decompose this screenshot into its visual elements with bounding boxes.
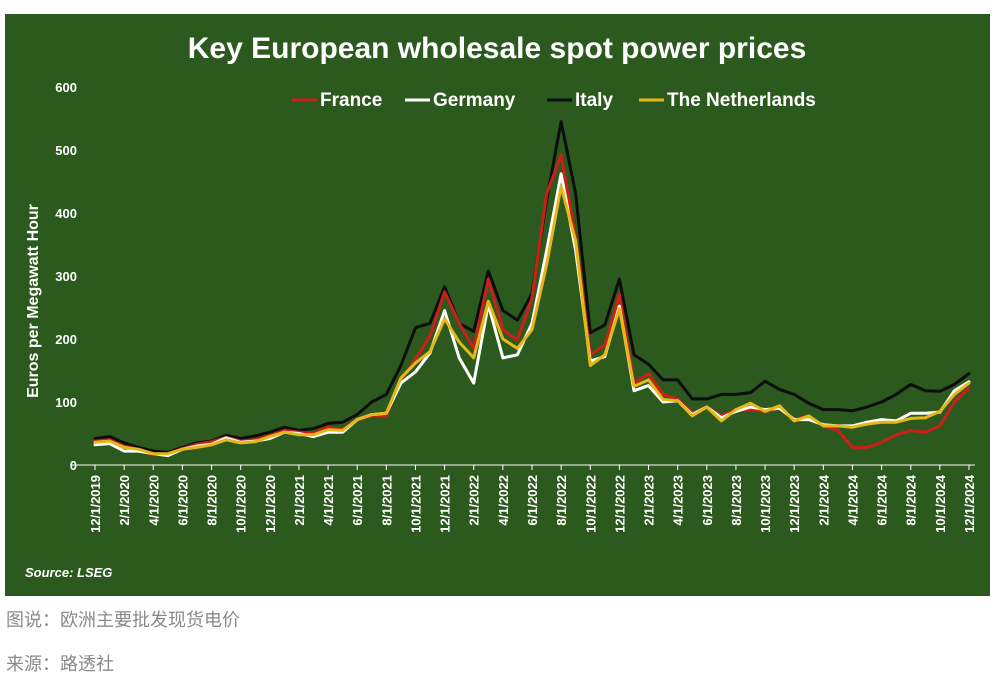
legend-label: Germany — [433, 90, 516, 111]
x-tick-label: 12/1/2022 — [612, 475, 627, 533]
x-tick-label: 2/1/2024 — [816, 474, 831, 525]
x-tick-label: 8/1/2020 — [205, 475, 220, 526]
x-tick-label: 10/1/2023 — [758, 475, 773, 533]
y-axis-label: Euros per Megawatt Hour — [25, 204, 42, 398]
x-tick-label: 10/1/2020 — [234, 475, 249, 533]
series-lines — [93, 120, 971, 458]
series-line-italy — [93, 120, 971, 454]
x-tick-label: 6/1/2023 — [700, 475, 715, 526]
x-tick-label: 4/1/2020 — [146, 475, 161, 526]
x-tick-label: 6/1/2022 — [525, 475, 540, 526]
y-tick-label: 200 — [55, 332, 77, 347]
x-tick-label: 6/1/2024 — [875, 474, 890, 525]
x-tick-label: 8/1/2022 — [554, 475, 569, 526]
chart-title: Key European wholesale spot power prices — [188, 32, 807, 65]
x-axis-ticks: 12/1/2019 2/1/2020 4/1/2020 6/1/2020 8/1/202… — [88, 465, 977, 533]
series-line-germany — [93, 172, 971, 458]
chart-canvas: Key European wholesale spot power prices… — [25, 32, 977, 580]
y-tick-label: 600 — [55, 80, 77, 95]
y-tick-label: 300 — [55, 269, 77, 284]
x-tick-label: 2/1/2023 — [642, 475, 657, 526]
legend-label: The Netherlands — [667, 90, 816, 111]
x-tick-label: 12/1/2023 — [787, 475, 802, 533]
x-tick-label: 12/1/2020 — [263, 475, 278, 533]
source-caption: 来源：路透社 — [6, 654, 114, 675]
x-tick-label: 12/1/2024 — [962, 474, 977, 533]
x-tick-label: 8/1/2024 — [904, 474, 919, 525]
x-tick-label: 4/1/2024 — [845, 474, 860, 525]
x-tick-label: 10/1/2021 — [408, 475, 423, 533]
x-tick-label: 6/1/2020 — [175, 475, 190, 526]
x-tick-label: 4/1/2022 — [496, 475, 511, 526]
y-axis-ticks: 0100200300400500600 — [55, 80, 77, 473]
x-tick-label: 12/1/2021 — [438, 475, 453, 533]
x-tick-label: 2/1/2020 — [117, 475, 132, 526]
x-tick-label: 6/1/2021 — [350, 475, 365, 526]
y-tick-label: 500 — [55, 143, 77, 158]
x-tick-label: 10/1/2024 — [933, 474, 948, 533]
figure-caption: 图说：欧洲主要批发现货电价 — [6, 610, 240, 631]
legend: France Germany Italy The Netherlands — [292, 90, 816, 111]
x-tick-label: 8/1/2023 — [729, 475, 744, 526]
y-tick-label: 100 — [55, 395, 77, 410]
y-tick-label: 400 — [55, 206, 77, 221]
x-tick-label: 4/1/2023 — [671, 475, 686, 526]
series-line-the-netherlands — [93, 185, 971, 456]
x-tick-label: 12/1/2019 — [88, 475, 103, 533]
chart-panel: Key European wholesale spot power prices… — [5, 14, 990, 596]
x-tick-label: 2/1/2022 — [467, 475, 482, 526]
legend-label: Italy — [575, 90, 613, 111]
x-tick-label: 4/1/2021 — [321, 475, 336, 526]
x-tick-label: 10/1/2022 — [583, 475, 598, 533]
source-note: Source: LSEG — [25, 565, 112, 580]
x-tick-label: 8/1/2021 — [379, 475, 394, 526]
x-tick-label: 2/1/2021 — [292, 475, 307, 526]
legend-label: France — [320, 90, 382, 111]
